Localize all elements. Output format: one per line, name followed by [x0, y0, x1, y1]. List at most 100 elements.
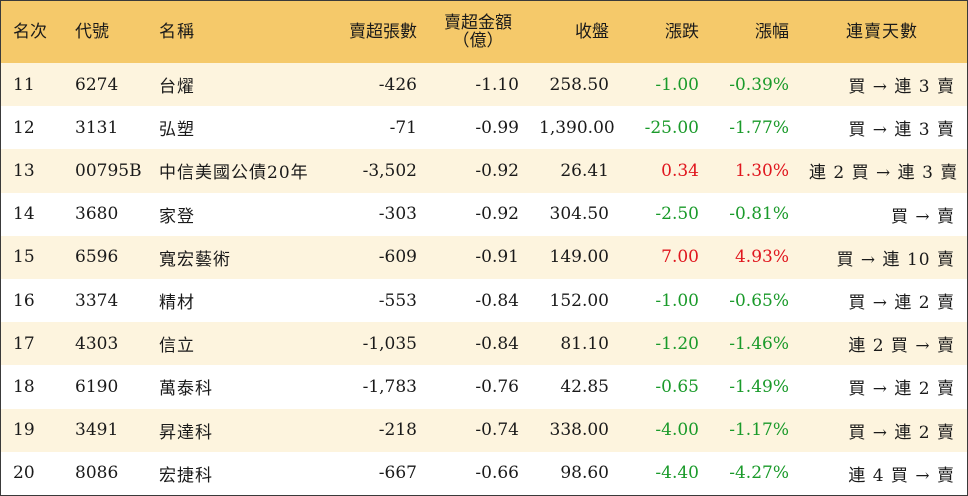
header-name: 名稱	[159, 22, 195, 42]
header-row: 名次 代號 名稱 賣超張數 賣超金額 （億） 收盤 漲跌 漲幅 連賣天數	[1, 1, 967, 63]
cell-name: 萬泰科	[159, 379, 213, 400]
cell-change-pct: -0.39%	[729, 74, 789, 95]
table-row: 13 00795B 中信美國公債20年 -3,502 -0.92 26.41 0.34 1.3…	[1, 149, 967, 193]
cell-net-sell-amount: -1.10	[475, 74, 519, 95]
table-row: 11 6274 台燿 -426 -1.10 258.50 -1.00 -0.39% 買 → 連 …	[1, 63, 967, 107]
cell-rank: 14	[13, 204, 35, 225]
cell-change-pct: -0.65%	[729, 290, 789, 311]
cell-change: 0.34	[661, 160, 699, 181]
cell-name: 精材	[159, 293, 195, 314]
cell-close: 1,390.00	[539, 117, 615, 138]
cell-net-sell-amount: -0.92	[475, 160, 519, 181]
cell-net-sell-lots: -3,502	[362, 160, 417, 181]
cell-name: 信立	[159, 336, 195, 357]
cell-change: -0.65	[655, 376, 699, 397]
header-change: 漲跌	[665, 22, 699, 42]
cell-rank: 17	[13, 333, 35, 354]
table-row: 18 6190 萬泰科 -1,783 -0.76 42.85 -0.65 -1.49% 買 → …	[1, 365, 967, 409]
table-header: 名次 代號 名稱 賣超張數 賣超金額 （億） 收盤 漲跌 漲幅 連賣天數	[1, 1, 967, 63]
cell-name: 宏捷科	[159, 465, 213, 486]
cell-net-sell-amount: -0.74	[475, 420, 519, 441]
cell-net-sell-lots: -1,783	[362, 376, 417, 397]
cell-change: -1.20	[655, 333, 699, 354]
cell-change-pct: -1.46%	[729, 333, 789, 354]
cell-change: 7.00	[661, 247, 699, 268]
table-row: 17 4303 信立 -1,035 -0.84 81.10 -1.20 -1.46% 連 2 買…	[1, 322, 967, 366]
cell-net-sell-lots: -1,035	[362, 333, 417, 354]
cell-net-sell-lots: -609	[378, 247, 417, 268]
cell-code: 6274	[75, 74, 119, 95]
cell-rank: 12	[13, 117, 35, 138]
cell-change-pct: 4.93%	[734, 247, 789, 268]
cell-rank: 16	[13, 290, 35, 311]
cell-net-sell-amount: -0.84	[475, 333, 519, 354]
table-row: 16 3374 精材 -553 -0.84 152.00 -1.00 -0.65% 買 → 連 …	[1, 278, 967, 323]
cell-streak: 連 4 買 → 賣	[848, 465, 955, 486]
cell-code: 3374	[75, 290, 119, 311]
cell-net-sell-lots: -667	[378, 463, 417, 484]
cell-rank: 11	[13, 74, 35, 95]
header-net-sell-amount: 賣超金額 （億）	[427, 1, 529, 63]
cell-rank: 15	[13, 247, 35, 268]
cell-streak: 買 → 連 3 賣	[848, 77, 955, 98]
cell-close: 304.50	[549, 204, 609, 225]
cell-code: 3131	[75, 117, 119, 138]
cell-rank: 18	[13, 376, 35, 397]
cell-name: 弘塑	[159, 120, 195, 141]
cell-name: 台燿	[159, 77, 195, 98]
cell-close: 152.00	[549, 290, 609, 311]
cell-change-pct: -1.77%	[729, 117, 789, 138]
cell-net-sell-amount: -0.92	[475, 204, 519, 225]
cell-net-sell-amount: -0.76	[475, 376, 519, 397]
table-row: 19 3491 昇達科 -218 -0.74 338.00 -4.00 -1.17% 買 → 連…	[1, 408, 967, 452]
header-rank: 名次	[13, 22, 47, 42]
cell-streak: 連 2 買 → 連 3 賣	[809, 163, 959, 184]
cell-change: -4.40	[655, 463, 699, 484]
header-change-pct: 漲幅	[755, 22, 789, 42]
header-net-sell-amount-line1: 賣超金額	[444, 13, 512, 33]
cell-close: 258.50	[549, 74, 609, 95]
cell-net-sell-lots: -303	[378, 204, 417, 225]
cell-close: 98.60	[560, 463, 609, 484]
header-close: 收盤	[575, 22, 609, 42]
cell-name: 家登	[159, 206, 195, 227]
table-body: 11 6274 台燿 -426 -1.10 258.50 -1.00 -0.39% 買 → 連 …	[1, 63, 967, 495]
cell-code: 6596	[75, 247, 119, 268]
cell-net-sell-lots: -426	[378, 74, 417, 95]
cell-name: 中信美國公債20年	[159, 163, 309, 184]
header-code: 代號	[75, 22, 109, 42]
cell-streak: 買 → 連 10 賣	[836, 249, 955, 270]
cell-code: 8086	[75, 463, 119, 484]
cell-streak: 買 → 連 3 賣	[848, 120, 955, 141]
cell-code: 4303	[75, 333, 119, 354]
cell-code: 6190	[75, 376, 119, 397]
cell-net-sell-lots: -71	[389, 117, 417, 138]
table-row: 20 8086 宏捷科 -667 -0.66 98.60 -4.40 -4.27% 連 4 買 …	[1, 451, 967, 495]
cell-net-sell-amount: -0.66	[475, 463, 519, 484]
cell-name: 昇達科	[159, 422, 213, 443]
cell-net-sell-lots: -218	[378, 420, 417, 441]
cell-rank: 13	[13, 160, 35, 181]
cell-change: -25.00	[644, 117, 699, 138]
cell-change: -1.00	[655, 74, 699, 95]
cell-change-pct: -4.27%	[729, 463, 789, 484]
cell-close: 149.00	[549, 247, 609, 268]
table-row: 15 6596 寬宏藝術 -609 -0.91 149.00 7.00 4.93% 買 → 連 …	[1, 235, 967, 279]
cell-change-pct: 1.30%	[734, 160, 789, 181]
cell-code: 00795B	[75, 160, 142, 181]
cell-change-pct: -1.49%	[729, 376, 789, 397]
cell-net-sell-amount: -0.84	[475, 290, 519, 311]
cell-streak: 連 2 買 → 賣	[848, 336, 955, 357]
cell-streak: 買 → 賣	[890, 206, 955, 227]
header-streak: 連賣天數	[846, 22, 918, 42]
cell-change-pct: -1.17%	[729, 420, 789, 441]
header-net-sell-lots: 賣超張數	[349, 22, 417, 42]
cell-code: 3680	[75, 204, 119, 225]
cell-close: 42.85	[560, 376, 609, 397]
cell-name: 寬宏藝術	[159, 249, 231, 270]
table-row: 14 3680 家登 -303 -0.92 304.50 -2.50 -0.81% 買 → 賣	[1, 192, 967, 236]
header-net-sell-amount-line2: （億）	[452, 31, 504, 51]
cell-close: 81.10	[560, 333, 609, 354]
